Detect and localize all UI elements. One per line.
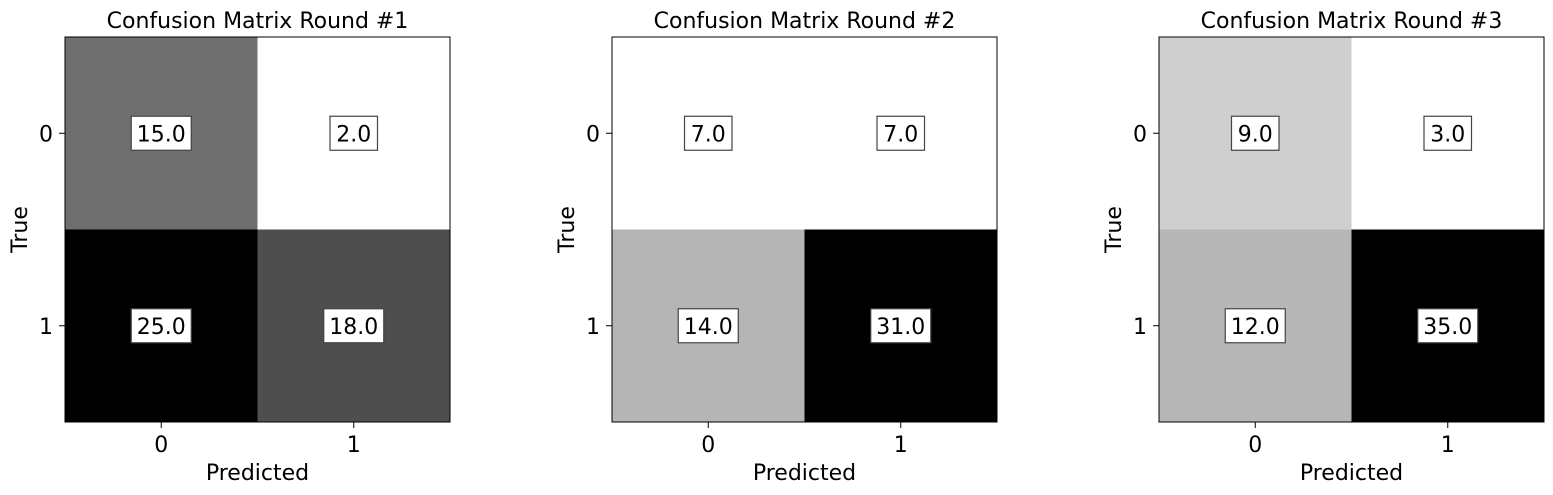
cell-value-label-r1-c1: 18.0	[329, 315, 378, 340]
y-tick-label-0: 0	[586, 122, 600, 147]
y-tick-label-1: 1	[39, 315, 53, 340]
cell-label-box-r0-c0	[683, 115, 733, 151]
y-tick-label-0: 0	[39, 122, 53, 147]
cell-value-label-r1-c1: 31.0	[876, 315, 925, 340]
x-tick-label-1: 1	[347, 433, 361, 458]
y-axis-label: True	[1102, 206, 1127, 254]
x-axis-label: Predicted	[1300, 461, 1403, 486]
y-tick-label-1: 1	[1133, 315, 1147, 340]
cell-label-box-r0-c0	[130, 115, 192, 151]
confusion-matrix-1: 15.0 2.0 25.0 18.0 0 1 0 1 Confusion Matrix Roun…	[8, 9, 451, 486]
cell-value-label-r1-c0: 12.0	[1231, 315, 1280, 340]
axes-frame	[611, 36, 998, 423]
y-axis-label: True	[8, 206, 33, 254]
cell-value-label-r0-c1: 7.0	[883, 122, 918, 147]
x-tick-label-0: 0	[154, 433, 168, 458]
cell-label-box-r1-c1	[870, 308, 932, 344]
cell-label-box-r0-c1	[1423, 115, 1473, 151]
x-tick-label-1: 1	[1441, 433, 1455, 458]
chart-title: Confusion Matrix Round #2	[654, 9, 956, 34]
cell-value-label-r0-c1: 3.0	[1430, 122, 1465, 147]
cell-value-label-r1-c0: 14.0	[684, 315, 733, 340]
cell-value-label-r1-c1: 35.0	[1423, 315, 1472, 340]
x-axis-label: Predicted	[206, 461, 309, 486]
axes-frame	[1158, 36, 1545, 423]
x-tick-label-0: 0	[701, 433, 715, 458]
cell-label-box-r1-c0	[1224, 308, 1286, 344]
cell-value-label-r0-c0: 9.0	[1238, 122, 1273, 147]
x-tick-label-0: 0	[1248, 433, 1262, 458]
cell-label-box-r0-c1	[329, 115, 379, 151]
y-tick-label-1: 1	[586, 315, 600, 340]
cell-value-label-r0-c0: 7.0	[691, 122, 726, 147]
cell-value-label-r0-c0: 15.0	[137, 122, 186, 147]
chart-title: Confusion Matrix Round #1	[107, 9, 409, 34]
confusion-matrix-2: 7.0 7.0 14.0 31.0 0 1 0 1 Confusion Matrix Round…	[555, 9, 998, 486]
cell-label-box-r0-c1	[876, 115, 926, 151]
cell-label-box-r1-c0	[130, 308, 192, 344]
y-tick-label-0: 0	[1133, 122, 1147, 147]
cell-label-box-r1-c1	[323, 308, 385, 344]
cell-label-box-r1-c1	[1417, 308, 1479, 344]
cell-label-box-r0-c0	[1230, 115, 1280, 151]
y-axis-label: True	[555, 206, 580, 254]
cell-value-label-r1-c0: 25.0	[137, 315, 186, 340]
cell-label-box-r1-c0	[677, 308, 739, 344]
axes-frame	[64, 36, 451, 423]
cell-value-label-r0-c1: 2.0	[336, 122, 371, 147]
x-tick-label-1: 1	[894, 433, 908, 458]
confusion-matrix-3: 9.0 3.0 12.0 35.0 0 1 0 1 Confusion Matrix Round…	[1102, 9, 1545, 486]
chart-title: Confusion Matrix Round #3	[1201, 9, 1503, 34]
x-axis-label: Predicted	[753, 461, 856, 486]
